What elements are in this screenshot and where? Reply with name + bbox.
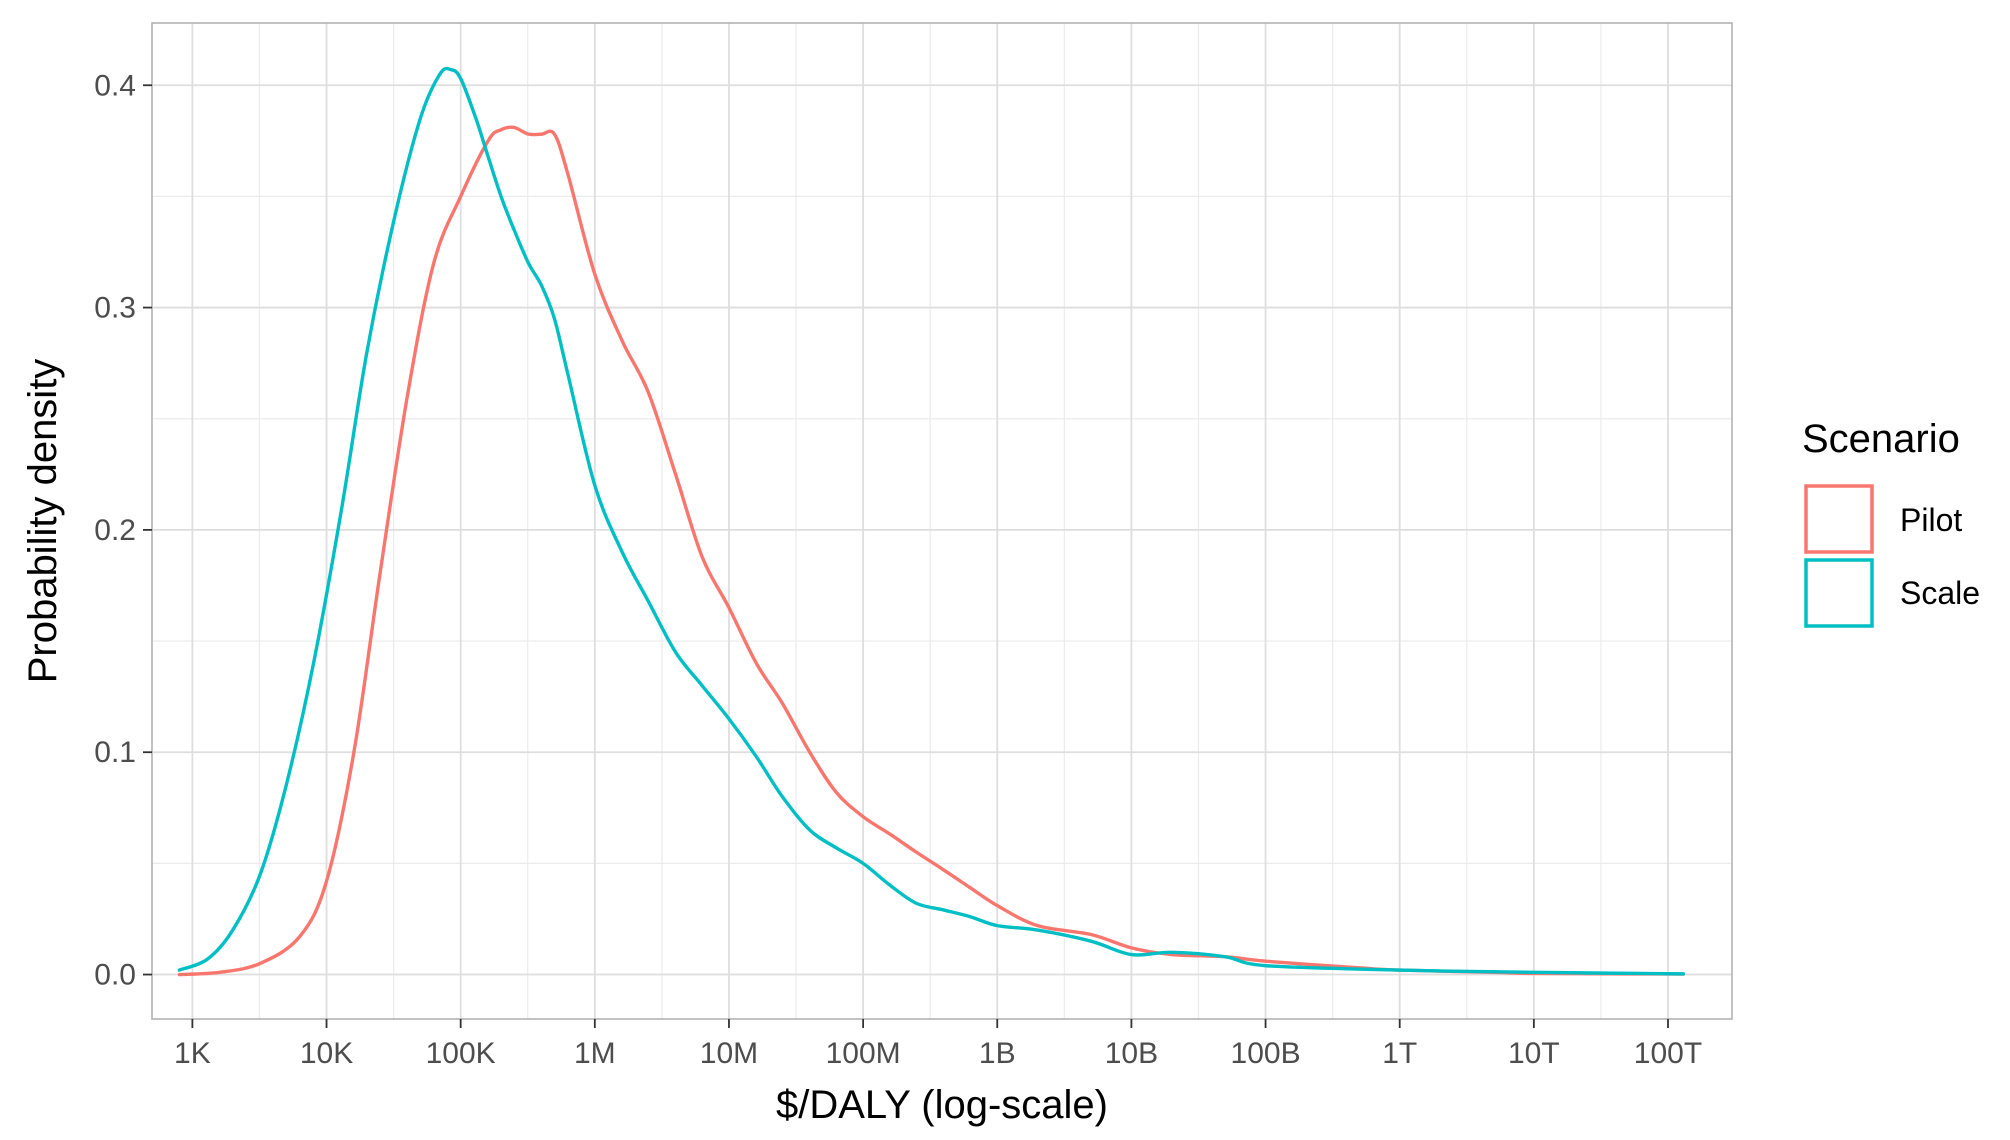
- x-tick-label: 100K: [426, 1037, 496, 1070]
- panel-border: [151, 22, 1733, 1020]
- y-axis-title: Probability density: [21, 359, 65, 684]
- x-tick-label: 1M: [574, 1037, 616, 1070]
- legend-item-scale: Scale: [1804, 558, 1980, 628]
- legend-item-pilot: Pilot: [1804, 484, 1962, 554]
- x-tick-label: 1T: [1382, 1037, 1417, 1070]
- x-tick-label: 10M: [700, 1037, 758, 1070]
- x-axis-title: $/DALY (log-scale): [776, 1083, 1108, 1127]
- legend-key-scale: [1804, 558, 1874, 628]
- y-axis-ticks: 0.0 0.1 0.2 0.3 0.4: [94, 69, 152, 992]
- series-line-scale: [177, 66, 1685, 976]
- y-tick-label: 0.3: [94, 292, 136, 325]
- grid-major: [152, 23, 1732, 1019]
- x-tick-label: 10B: [1105, 1037, 1158, 1070]
- x-tick-label: 10T: [1508, 1037, 1560, 1070]
- legend: Scenario Pilot Scale: [1802, 417, 1980, 628]
- legend-label-scale: Scale: [1900, 575, 1980, 611]
- legend-key-pilot: [1804, 484, 1874, 554]
- x-tick-label: 100T: [1634, 1037, 1702, 1070]
- y-tick-label: 0.4: [94, 69, 136, 102]
- y-tick-label: 0.0: [94, 959, 136, 992]
- panel-background: [152, 23, 1732, 1019]
- x-axis-ticks: 1K 10K 100K 1M 10M 100M 1B 10B 100B 1T 10T 100T: [174, 1019, 1702, 1070]
- legend-title: Scenario: [1802, 417, 1960, 461]
- x-tick-label: 10K: [300, 1037, 353, 1070]
- grid-minor: [152, 23, 1732, 1019]
- y-tick-label: 0.1: [94, 736, 136, 769]
- legend-label-pilot: Pilot: [1900, 502, 1962, 538]
- x-tick-label: 1K: [174, 1037, 211, 1070]
- x-tick-label: 100B: [1231, 1037, 1301, 1070]
- x-tick-label: 1B: [979, 1037, 1016, 1070]
- y-tick-label: 0.2: [94, 514, 136, 547]
- x-tick-label: 100M: [826, 1037, 901, 1070]
- series-layer: [177, 66, 1685, 977]
